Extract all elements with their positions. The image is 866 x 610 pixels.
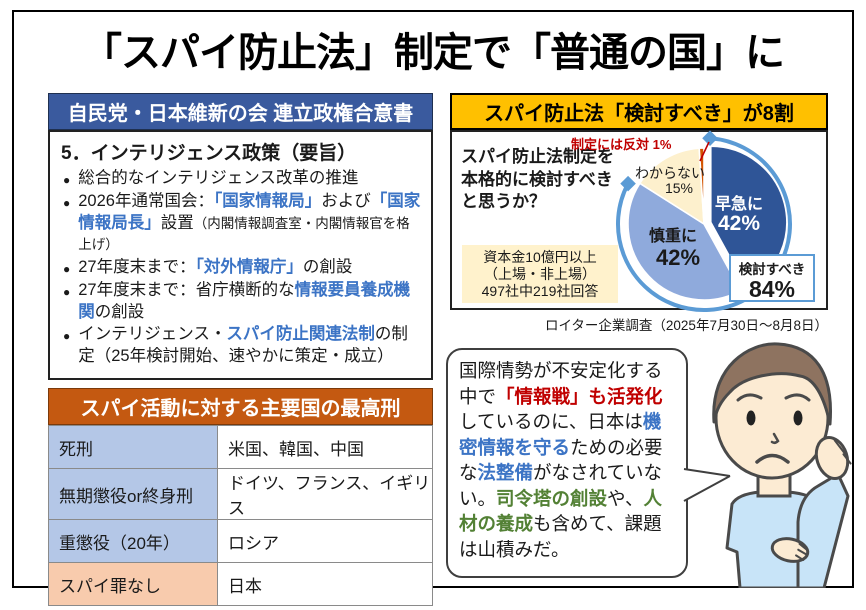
text-segment: の創設	[94, 302, 145, 321]
survey-question: スパイ防止法制定を本格的に検討すべきと思うか？	[461, 147, 614, 212]
text-segment: インテリジェンス・	[78, 325, 227, 344]
agreement-bullet-item: ● 総合的なインテリジェンス改革の推進	[59, 168, 422, 190]
bullet-text: インテリジェンス・スパイ防止関連法制の制定（25年検討開始、速やかに策定・成立）	[78, 324, 422, 368]
bullet-text: 27年度末まで：省庁横断的な情報要員養成機関の創設	[78, 280, 422, 324]
pie-minor-slice-label: 制定には反対 1%	[571, 137, 672, 152]
agreement-bullet-list: ● 総合的なインテリジェンス改革の推進 ● 2026年通常国会：「国家情報局」および「…	[59, 168, 422, 368]
bullet-marker-icon: ●	[63, 329, 71, 344]
penalty-label-cell: 無期懲役or終身刑	[48, 468, 218, 520]
speech-bubble-tail	[683, 468, 731, 502]
penalty-countries-cell: 米国、韓国、中国	[217, 425, 433, 469]
text-segment: 「情報戦」も活発化	[496, 385, 663, 407]
pie-chart	[616, 130, 792, 312]
bullet-text: 2026年通常国会：「国家情報局」および「国家情報局長」設置（内閣情報調査室・内…	[78, 191, 422, 256]
pie-callout-label: 検討すべき	[738, 262, 806, 277]
text-segment: の制定（25年検討開始、速やかに策定・成立）	[78, 325, 408, 366]
text-segment: 27年度末まで：	[78, 258, 196, 277]
agreement-bullet-item: ● 27年度末まで：省庁横断的な情報要員養成機関の創設	[59, 280, 422, 324]
bullet-marker-icon: ●	[63, 195, 71, 210]
text-segment: 総合的なインテリジェンス改革の推進	[78, 169, 359, 187]
bullet-marker-icon: ●	[63, 173, 71, 187]
text-segment: がなされていない。	[459, 462, 662, 509]
text-segment: 「国家情報局長」	[78, 191, 421, 232]
arc-diamond-end-icon	[620, 175, 636, 192]
text-segment: 27年度末まで：省庁横断的な	[78, 280, 295, 299]
text-segment: 「対外情報庁」	[195, 258, 303, 277]
agreement-bullet-item: ● 2026年通常国会：「国家情報局」および「国家情報局長」設置（内閣情報調査室・…	[59, 191, 422, 256]
penalty-label-cell: 死刑	[48, 425, 218, 469]
text-segment: 2026年通常国会：	[78, 191, 214, 210]
penalty-table-header-label: スパイ活動に対する主要国の最高刑	[80, 398, 401, 420]
text-segment: 機密情報を守る	[459, 411, 662, 458]
text-segment: （内閣情報調査室・内閣情報官を格上げ）	[78, 215, 410, 253]
arc-diamond-end-icon	[702, 130, 718, 146]
penalty-table: 死刑 米国、韓国、中国 無期懲役or終身刑 ドイツ、フランス、イギリス 重懲役（20年）…	[48, 425, 433, 606]
page-title: 「スパイ防止法」制定で「普通の国」に	[82, 31, 785, 75]
bullet-marker-icon: ●	[63, 284, 71, 299]
text-segment: 情報要員養成機関	[78, 280, 411, 321]
penalty-table-row: 死刑 米国、韓国、中国	[48, 425, 433, 469]
text-segment: や、	[607, 487, 644, 509]
worried-person-illustration	[712, 342, 852, 588]
text-segment: および	[321, 191, 371, 210]
agreement-header: 自民党・日本維新の会 連立政権合意書	[48, 93, 433, 130]
pie-callout-value: 84%	[748, 276, 796, 302]
pie-callout-box: 検討すべき 84%	[729, 254, 815, 302]
penalty-table-header: スパイ活動に対する主要国の最高刑	[48, 388, 433, 425]
bullet-text: 総合的なインテリジェンス改革の推進	[78, 168, 358, 190]
penalty-countries-cell: ロシア	[217, 519, 433, 563]
text-segment: ための必要な	[459, 436, 663, 484]
penalty-label-cell: スパイ罪なし	[48, 562, 218, 606]
text-segment: 法整備	[477, 462, 534, 484]
minor-slice-leader-line	[699, 141, 710, 162]
agreement-box: 5．インテリジェンス政策（要旨） ● 総合的なインテリジェンス改革の推進 ● 2026…	[48, 130, 433, 380]
pie-slice	[627, 182, 742, 301]
penalty-table-row: 重懲役（20年） ロシア	[48, 519, 433, 563]
commentary-text: 国際情勢が不安定化する中で「情報戦」も活発化しているのに、日本は機密情報を守るた…	[459, 358, 675, 562]
bullet-text: 27年度末まで：「対外情報庁」の創設	[78, 257, 352, 279]
survey-chart-box: スパイ防止法制定を本格的に検討すべきと思うか？ 資本金10億円以上 （上場・非上…	[450, 130, 828, 312]
agreement-bullet-item: ● 27年度末まで：「対外情報庁」の創設	[59, 257, 422, 279]
survey-sample-note: 資本金10億円以上 （上場・非上場） 497社中219社回答	[462, 245, 618, 304]
penalty-label-cell: 重懲役（20年）	[48, 519, 218, 563]
text-segment: の創設	[302, 258, 353, 277]
text-segment: 司令塔の創設	[496, 487, 608, 509]
survey-header-label: スパイ防止法「検討すべき」が8割	[484, 103, 794, 125]
text-segment: しているのに、日本は	[459, 411, 643, 433]
text-segment: 設置	[160, 213, 194, 232]
penalty-countries-cell: ドイツ、フランス、イギリス	[217, 468, 433, 520]
text-segment: 人材の養成	[459, 487, 662, 535]
survey-source-caption: ロイター企業調査（2025年7月30日～8月8日）	[544, 318, 828, 333]
penalty-table-row: 無期懲役or終身刑 ドイツ、フランス、イギリス	[48, 468, 433, 520]
agreement-bullet-item: ● インテリジェンス・スパイ防止関連法制の制定（25年検討開始、速やかに策定・成立…	[59, 324, 422, 368]
penalty-table-row: スパイ罪なし 日本	[48, 562, 433, 606]
text-segment: スパイ防止関連法制	[226, 325, 375, 344]
bullet-marker-icon: ●	[63, 262, 71, 277]
survey-header: スパイ防止法「検討すべき」が8割	[450, 93, 828, 130]
text-segment: 国際情勢が不安定化する中で	[459, 360, 663, 407]
text-segment: 「国家情報局」	[213, 191, 322, 210]
agreement-section-heading: 5．インテリジェンス政策（要旨）	[61, 143, 357, 164]
penalty-countries-cell: 日本	[217, 562, 433, 606]
agreement-header-label: 自民党・日本維新の会 連立政権合意書	[67, 103, 414, 125]
commentary-speech-bubble: 国際情勢が不安定化する中で「情報戦」も活発化しているのに、日本は機密情報を守るた…	[446, 348, 688, 578]
pie-slice	[638, 147, 705, 226]
pie-slice	[698, 147, 705, 225]
page-border-frame	[12, 10, 854, 588]
text-segment: も含めて、課題は山積みだ。	[459, 513, 662, 560]
